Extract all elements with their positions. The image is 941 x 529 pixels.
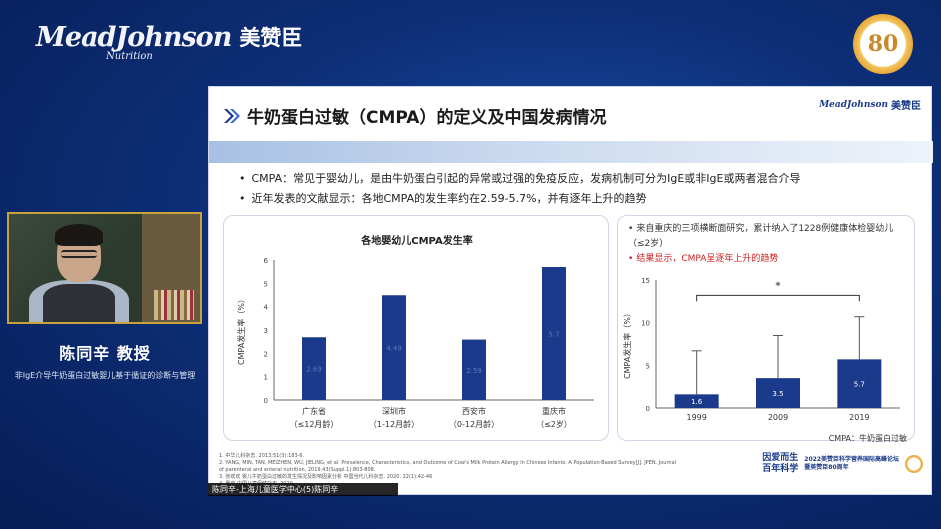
reference-line: of parenteral and enteral nutrition, 201… [219, 467, 376, 473]
brand-name: MeadJohnson [36, 22, 232, 53]
double-chevron-icon [224, 108, 240, 123]
slide-logo: MeadJohnson 美赞臣 [819, 97, 921, 113]
speaker-video [7, 212, 202, 324]
x-tick-label: 西安市 [462, 406, 486, 416]
bar-value-label: 1.6 [691, 398, 703, 406]
bar [302, 337, 326, 400]
y-tick-label: 0 [264, 397, 268, 405]
bar [382, 295, 406, 400]
y-tick-label: 3 [264, 327, 268, 335]
forum-title-1: 2022美赞臣科学营养国际高峰论坛 [804, 456, 899, 463]
title-divider-bar [209, 141, 933, 163]
video-person-vest [43, 284, 115, 322]
x-tick-label: 深圳市 [382, 406, 406, 416]
bar [837, 359, 882, 408]
incidence-trend-svg: 0 5 10 15 CMPA发生率（%） 1.6 1999 3.5 2009 5.7 2019 * [622, 277, 900, 422]
bar [462, 339, 486, 400]
x-tick-label: 1999 [686, 413, 706, 422]
incidence-by-region-chart: 各地婴幼儿CMPA发生率 0 1 2 3 4 5 6 CMPA发生率（%） 2.69 广东省 （≤12… [223, 215, 609, 441]
y-axis-label: CMPA发生率（%） [236, 295, 246, 365]
x-tick-label: 广东省 [302, 406, 326, 416]
y-tick-label: 5 [646, 362, 650, 370]
bar [756, 378, 800, 408]
bar-value-label: 3.5 [772, 390, 783, 398]
slide-logo-cn: 美赞臣 [891, 101, 921, 112]
speaker-topic: 非IgE介导牛奶蛋白过敏婴儿基于循证的诊断与管理 [14, 371, 196, 380]
significance-marker: * [775, 279, 781, 292]
right-bullet-item: 来自重庆的三项横断面研究，累计纳入了1228例健康体检婴幼儿（≤2岁） [628, 222, 908, 252]
chart-title: 各地婴幼儿CMPA发生率 [360, 234, 472, 247]
y-tick-label: 4 [264, 304, 269, 312]
y-tick-label: 2 [264, 350, 268, 358]
bar-value-label: 2.69 [306, 366, 322, 374]
forum-badge-icon [905, 455, 923, 473]
x-tick-sublabel: （0-12月龄） [449, 419, 499, 429]
y-tick-label: 0 [646, 405, 650, 413]
significance-bracket [696, 294, 860, 302]
reference-line: 1. 中华儿科杂志. 2013;51(3):183-6. [219, 453, 305, 459]
y-axis-label: CMPA发生率（%） [622, 309, 632, 379]
x-tick-label: 重庆市 [542, 406, 566, 416]
forum-logo: 因爱而生 百年科学 2022美赞臣科学营养国际高峰论坛 暨美赞臣80周年 [762, 453, 923, 475]
video-books [154, 290, 194, 320]
presentation-slide: 牛奶蛋白过敏（CMPA）的定义及中国发病情况 MeadJohnson 美赞臣 C… [208, 86, 933, 495]
bar-value-label: 5.7 [854, 381, 865, 389]
slide-bullets: CMPA：常见于婴幼儿，是由牛奶蛋白引起的异常或过强的免疫反应，发病机制可分为I… [239, 169, 801, 209]
reference-line: 3. 张欢欢 婴儿牛奶蛋白过敏的发生情况及影响因素分析 中国当代儿科杂志. 20… [219, 474, 433, 480]
y-tick-label: 10 [641, 320, 650, 328]
bar-value-label: 2.59 [466, 367, 482, 375]
reference-line: 2. YANG, MIN, TAN, MEIZHEN, WU, JIELING,… [219, 460, 677, 466]
x-tick-label: 2009 [768, 413, 788, 422]
badge-number: 80 [867, 31, 899, 57]
bullet-item: 近年发表的文献显示：各地CMPA的发生率约在2.59-5.7%，并有逐年上升的趋… [239, 189, 800, 209]
forum-title-2: 暨美赞臣80周年 [804, 464, 849, 471]
right-bullets: 来自重庆的三项横断面研究，累计纳入了1228例健康体检婴幼儿（≤2岁） 结果显示… [628, 222, 908, 267]
speaker-name: 陈同辛 教授 [59, 344, 151, 363]
forum-slogan-1: 因爱而生 [762, 453, 799, 463]
slide-title: 牛奶蛋白过敏（CMPA）的定义及中国发病情况 [223, 103, 606, 128]
brand-logo: MeadJohnson 美赞臣 Nutrition [36, 22, 303, 62]
bar-value-label: 4.49 [386, 345, 402, 353]
brand-sub: Nutrition [106, 51, 153, 62]
x-tick-label: 2019 [849, 413, 869, 422]
anniversary-badge: 80 [853, 14, 913, 74]
brand-cn-name: 美赞臣 [239, 25, 303, 50]
bar [542, 267, 566, 400]
x-tick-sublabel: （1-12月龄） [369, 419, 419, 429]
bullet-item: CMPA：常见于婴幼儿，是由牛奶蛋白引起的异常或过强的免疫反应，发病机制可分为I… [239, 169, 801, 189]
video-caption: 陈同辛-上海儿童医学中心(5)陈同辛 [208, 483, 398, 496]
y-tick-label: 5 [264, 280, 268, 288]
video-person-glasses [61, 250, 97, 258]
slide-title-text: 牛奶蛋白过敏（CMPA）的定义及中国发病情况 [247, 108, 607, 128]
y-tick-label: 6 [264, 257, 269, 265]
x-tick-sublabel: （≤2岁） [536, 419, 572, 429]
forum-slogan-2: 百年科学 [762, 464, 799, 474]
right-bullet-red: 结果显示，CMPA呈逐年上升的趋势 [628, 252, 908, 267]
footer-note: CMPA：牛奶蛋白过敏 [828, 434, 907, 443]
x-tick-sublabel: （≤12月龄） [290, 419, 339, 429]
video-person-hair [55, 224, 103, 246]
incidence-trend-chart: 来自重庆的三项横断面研究，累计纳入了1228例健康体检婴幼儿（≤2岁） 结果显示… [617, 215, 915, 441]
y-tick-label: 1 [264, 374, 268, 382]
incidence-by-region-svg: 各地婴幼儿CMPA发生率 0 1 2 3 4 5 6 CMPA发生率（%） 2.69 广东省 （≤12… [236, 234, 594, 429]
y-tick-label: 15 [641, 277, 650, 285]
slide-logo-en: MeadJohnson [819, 99, 888, 110]
bar [674, 394, 719, 408]
bar-value-label: 5.7 [548, 331, 559, 339]
